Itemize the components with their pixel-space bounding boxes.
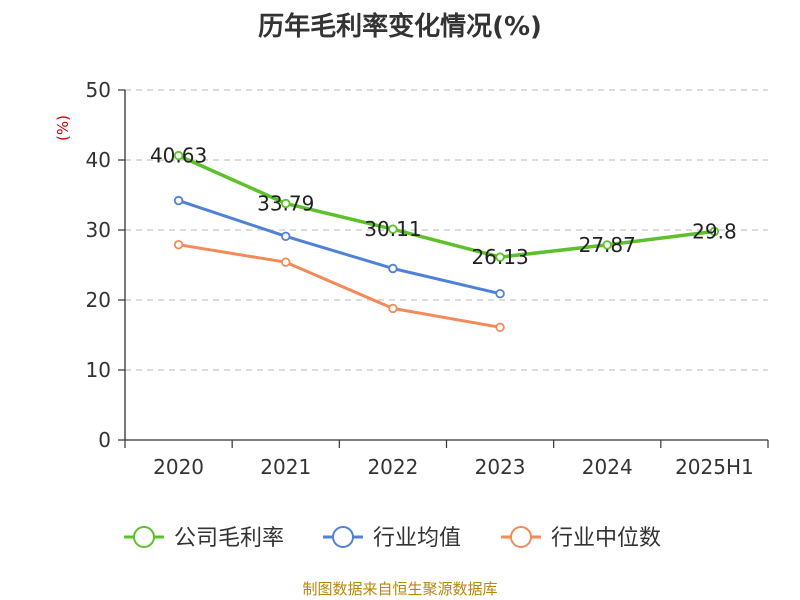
data-point[interactable] — [709, 226, 720, 237]
y-tick-label: 10 — [86, 358, 111, 382]
data-point[interactable] — [281, 257, 291, 267]
data-label: 27.87 — [579, 233, 636, 257]
chart-title: 历年毛利率变化情况(%) — [258, 12, 542, 42]
data-label: 26.13 — [471, 245, 528, 269]
legend-label-1[interactable]: 公司毛利率 — [174, 526, 284, 551]
x-tick-label: 2024 — [582, 455, 633, 479]
grid-lines — [125, 89, 768, 371]
y-axis-label: (%) — [54, 115, 72, 141]
y-tick-label: 30 — [86, 218, 111, 242]
series-line — [178, 243, 501, 329]
data-point[interactable] — [173, 239, 184, 250]
data-point[interactable] — [281, 231, 291, 241]
axes: 0 10 20 30 40 50 2020 2021 2022 2023 2024 2025H1 — [86, 78, 769, 479]
source-note: 制图数据来自恒生聚源数据库 — [302, 580, 498, 598]
data-point[interactable] — [388, 303, 398, 314]
y-tick-label: 20 — [86, 288, 111, 312]
legend-marker-3[interactable] — [510, 526, 532, 548]
data-point[interactable] — [173, 150, 184, 161]
data-point[interactable] — [388, 263, 398, 274]
legend[interactable]: 公司毛利率 行业均值 行业中位数 — [124, 526, 661, 551]
data-labels: 40.63 33.79 30.11 26.13 27.87 29.8 — [150, 144, 737, 270]
data-point[interactable] — [173, 195, 184, 206]
x-tick-label: 2020 — [153, 455, 204, 479]
data-point[interactable] — [281, 198, 291, 209]
x-tick-label: 2022 — [367, 455, 418, 479]
data-label: 29.8 — [692, 219, 737, 243]
x-tick-label: 2021 — [260, 455, 311, 479]
data-label: 40.63 — [150, 144, 207, 168]
data-point[interactable] — [495, 252, 505, 262]
x-tick-label: 2023 — [475, 455, 526, 479]
series-line — [177, 153, 715, 259]
y-tick-label: 50 — [86, 78, 111, 102]
data-label: 30.11 — [364, 217, 421, 241]
legend-marker-1[interactable] — [133, 526, 155, 548]
data-point[interactable] — [388, 224, 398, 234]
x-tick-label: 2025H1 — [675, 455, 754, 479]
series-lines — [173, 150, 720, 332]
data-point[interactable] — [495, 289, 505, 299]
data-point[interactable] — [602, 240, 612, 250]
series-line — [178, 199, 501, 296]
y-tick-label: 0 — [98, 428, 111, 452]
data-label: 33.79 — [257, 191, 314, 215]
legend-label-2[interactable]: 行业均值 — [373, 526, 461, 551]
data-point[interactable] — [495, 322, 505, 332]
legend-label-3[interactable]: 行业中位数 — [551, 526, 661, 551]
legend-marker-2[interactable] — [332, 526, 354, 548]
y-tick-label: 40 — [86, 148, 111, 172]
